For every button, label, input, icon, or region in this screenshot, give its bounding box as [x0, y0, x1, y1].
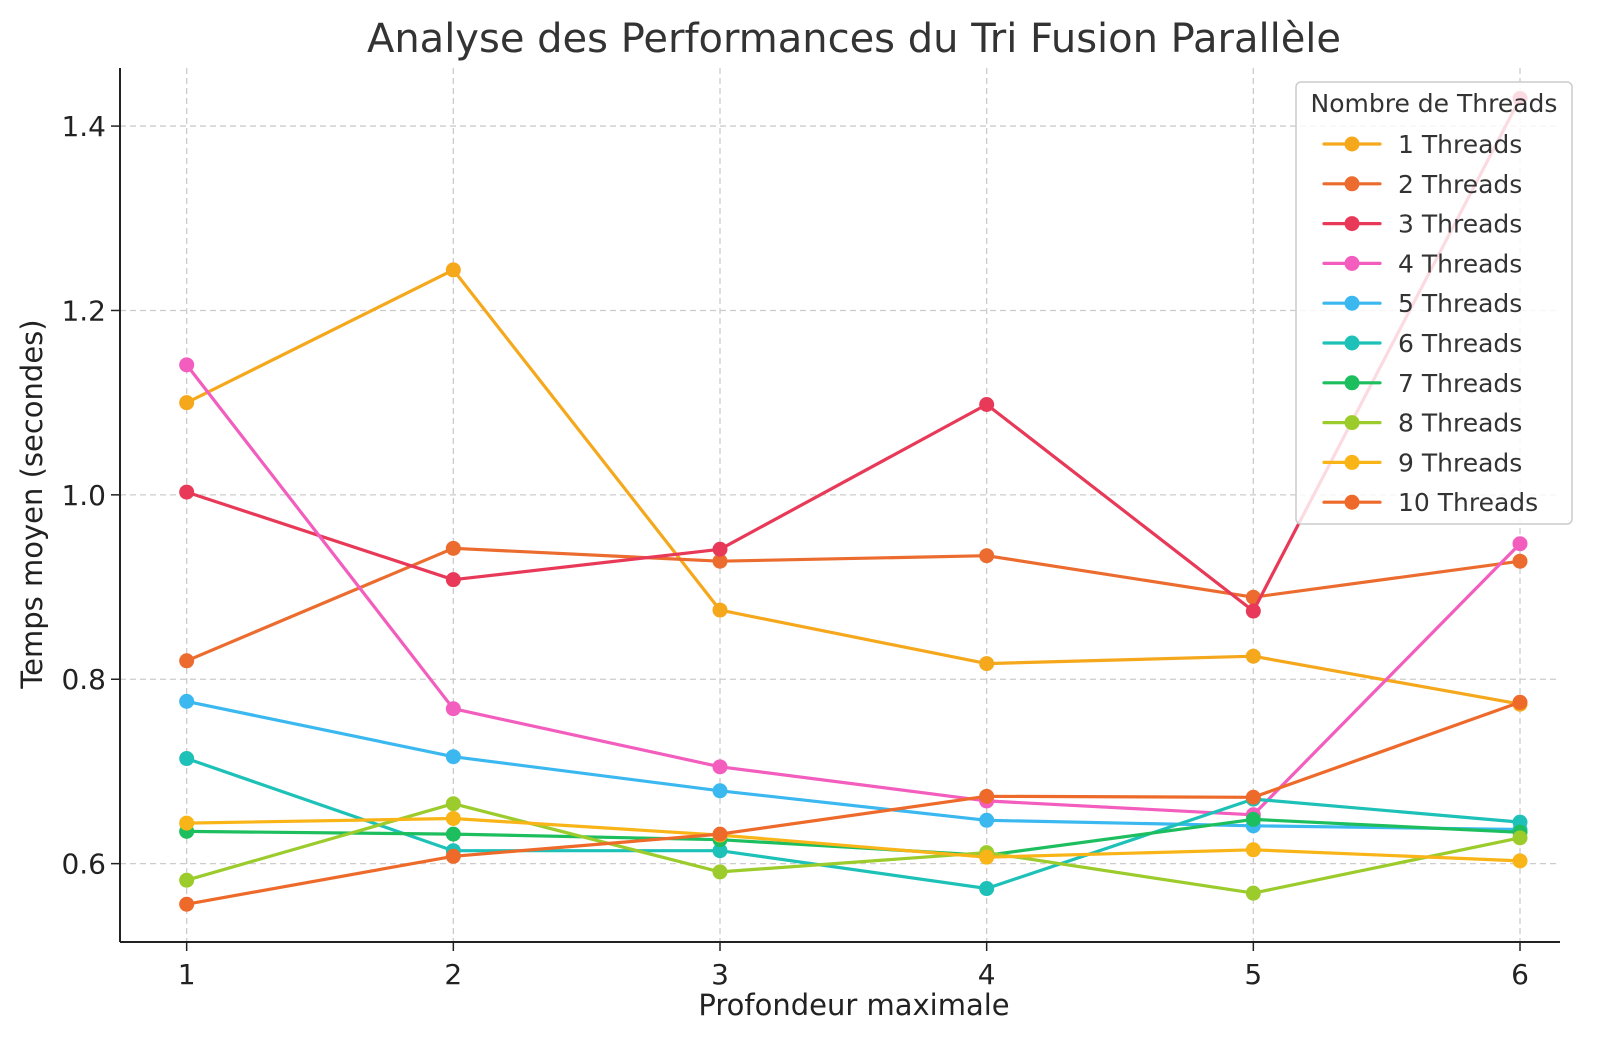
legend-label-4-threads: 4 Threads: [1398, 249, 1522, 278]
legend-swatch-marker-2-threads: [1344, 176, 1360, 192]
data-point-10-threads: [1245, 789, 1261, 805]
data-point-2-threads: [712, 553, 728, 569]
grid: [120, 68, 1560, 942]
y-tick-label: 0.6: [61, 848, 106, 881]
data-point-10-threads: [179, 896, 195, 912]
chart-title: Analyse des Performances du Tri Fusion P…: [367, 16, 1341, 62]
axes: [119, 68, 1560, 943]
legend-swatch-marker-10-threads: [1344, 494, 1360, 510]
data-point-3-threads: [445, 572, 461, 588]
data-point-1-threads: [445, 262, 461, 278]
data-point-10-threads: [979, 788, 995, 804]
legend-label-2-threads: 2 Threads: [1398, 170, 1522, 199]
legend: Nombre de Threads 1 Threads 2 Threads 3 Thr…: [1295, 81, 1573, 525]
y-tick-label: 1.0: [61, 479, 106, 512]
y-tick-label: 1.4: [61, 110, 106, 143]
series-line-9-threads: [185, 816, 1522, 863]
legend-swatch-marker-3-threads: [1344, 216, 1360, 232]
legend-box: [1295, 81, 1573, 525]
data-point-1-threads: [979, 656, 995, 672]
legend-swatch-marker-5-threads: [1344, 295, 1360, 311]
data-point-10-threads: [445, 848, 461, 864]
data-point-5-threads: [712, 783, 728, 799]
data-point-8-threads: [445, 796, 461, 812]
series-line-10-threads: [185, 700, 1522, 906]
data-point-4-threads: [712, 759, 728, 775]
y-tick-label: 0.8: [61, 663, 106, 696]
x-tick-label: 2: [444, 958, 462, 991]
legend-swatch-marker-8-threads: [1344, 415, 1360, 431]
legend-swatch-marker-6-threads: [1344, 335, 1360, 351]
data-point-8-threads: [712, 864, 728, 880]
x-tick-label: 4: [978, 958, 996, 991]
y-tick-label: 1.2: [61, 294, 106, 327]
data-point-10-threads: [712, 826, 728, 842]
legend-swatch-marker-7-threads: [1344, 375, 1360, 391]
data-point-10-threads: [1512, 694, 1528, 710]
legend-swatch-marker-9-threads: [1344, 454, 1360, 470]
legend-swatch-marker-4-threads: [1344, 255, 1360, 271]
data-point-8-threads: [1245, 885, 1261, 901]
legend-label-3-threads: 3 Threads: [1398, 210, 1522, 239]
series-line-1-threads: [185, 268, 1522, 706]
series-line-4-threads: [185, 363, 1522, 817]
data-point-9-threads: [1512, 853, 1528, 869]
series-line-6-threads: [185, 756, 1522, 891]
data-point-3-threads: [1245, 603, 1261, 619]
x-tick-label: 1: [178, 958, 196, 991]
data-point-4-threads: [445, 701, 461, 717]
data-point-1-threads: [712, 602, 728, 618]
x-tick-label: 5: [1244, 958, 1262, 991]
data-point-6-threads: [179, 751, 195, 767]
data-point-2-threads: [179, 653, 195, 669]
legend-swatch-marker-1-threads: [1344, 136, 1360, 152]
data-point-3-threads: [979, 397, 995, 413]
data-point-2-threads: [979, 548, 995, 564]
data-point-9-threads: [445, 810, 461, 826]
series-line-5-threads: [185, 699, 1522, 832]
legend-label-1-threads: 1 Threads: [1398, 130, 1522, 159]
series-lines: [179, 90, 1528, 912]
legend-title: Nombre de Threads: [1311, 89, 1558, 118]
y-axis-label: Temps moyen (secondes): [15, 319, 49, 689]
data-point-6-threads: [712, 843, 728, 859]
legend-label-8-threads: 8 Threads: [1398, 409, 1522, 438]
legend-label-7-threads: 7 Threads: [1398, 369, 1522, 398]
legend-label-9-threads: 9 Threads: [1398, 448, 1522, 477]
data-point-7-threads: [445, 826, 461, 842]
data-point-1-threads: [179, 395, 195, 411]
data-point-7-threads: [1245, 811, 1261, 827]
data-point-5-threads: [179, 693, 195, 709]
ticks: 1 2 3 4 5 6 0.6 0.8 1.0 1.2 1.4: [61, 110, 1528, 991]
x-tick-label: 3: [711, 958, 729, 991]
legend-label-5-threads: 5 Threads: [1398, 289, 1522, 318]
data-point-9-threads: [979, 849, 995, 865]
data-point-2-threads: [445, 540, 461, 556]
data-point-3-threads: [712, 541, 728, 557]
data-point-5-threads: [445, 749, 461, 765]
series-line-2-threads: [185, 546, 1522, 663]
data-point-9-threads: [1245, 842, 1261, 858]
data-point-5-threads: [979, 812, 995, 828]
data-point-6-threads: [979, 881, 995, 897]
data-point-8-threads: [1512, 830, 1528, 846]
data-point-1-threads: [1245, 648, 1261, 664]
legend-label-10-threads: 10 Threads: [1398, 488, 1538, 517]
x-axis-label: Profondeur maximale: [698, 988, 1009, 1022]
data-point-4-threads: [1512, 536, 1528, 552]
data-point-8-threads: [179, 872, 195, 888]
series-line-7-threads: [185, 817, 1522, 857]
data-point-2-threads: [1512, 553, 1528, 569]
x-tick-label: 6: [1511, 958, 1529, 991]
series-line-8-threads: [185, 802, 1522, 895]
data-point-3-threads: [179, 484, 195, 500]
series-line-3-threads: [185, 96, 1522, 613]
data-point-9-threads: [179, 815, 195, 831]
legend-label-6-threads: 6 Threads: [1398, 329, 1522, 358]
data-point-4-threads: [179, 357, 195, 373]
